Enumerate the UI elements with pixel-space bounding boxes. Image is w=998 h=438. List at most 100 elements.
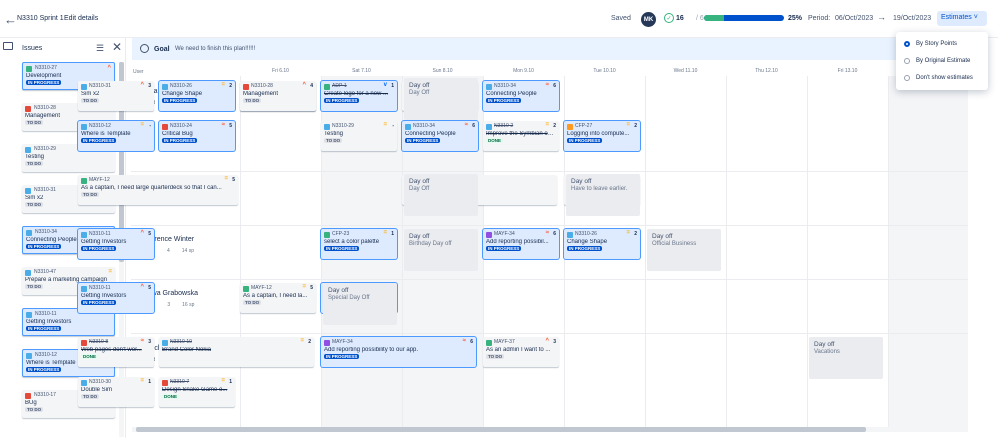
issue-key: N3310-30: [89, 379, 111, 385]
issue-key: N3310-26: [170, 83, 192, 89]
period-end[interactable]: 19/Oct/2023: [893, 15, 932, 22]
issue-summary: Design Snake Game o...: [162, 387, 228, 393]
issue-summary: Double Sim: [81, 387, 113, 393]
task-icon: [81, 84, 87, 90]
progress-bar: [704, 15, 784, 21]
day-off-block[interactable]: Day off Vacations: [809, 337, 883, 379]
grid-issue-card[interactable]: N3310-31 ^ 3 Sim x2 TO DO: [78, 81, 154, 111]
story-points: 2: [229, 83, 232, 89]
status-badge: TO DO: [243, 300, 262, 305]
grid-issue-card[interactable]: MAYF-34 ≈ 6 Add reporting possibil... IN…: [483, 229, 559, 259]
radio-button[interactable]: [904, 41, 910, 47]
priority-medium-icon: =: [383, 122, 387, 128]
issue-key: N3310-7: [170, 379, 190, 385]
chevron-down-icon: ˅: [973, 14, 978, 21]
estimate-option[interactable]: Don't show estimates: [902, 70, 982, 87]
day-off-block[interactable]: Day off Have to leave earlier.: [566, 174, 640, 216]
priority-medium-icon: =: [545, 122, 549, 128]
estimates-button[interactable]: Estimates ˅: [937, 11, 987, 26]
grid-issue-card[interactable]: N3310-7 = 1 Design Snake Game o... DONE: [159, 377, 235, 407]
user-name: Ewa Grabowska: [147, 290, 198, 297]
goal-text[interactable]: We need to finish this plan!!!!!!: [175, 46, 256, 52]
panel-toggle-icon[interactable]: [3, 42, 13, 50]
edit-details-link[interactable]: Edit details: [64, 15, 99, 22]
issue-key: CFP-23: [332, 231, 350, 237]
issue-key: N3310-31: [34, 187, 56, 193]
estimate-option-label: By Story Points: [916, 41, 958, 47]
status-badge: IN PROGRESS: [81, 300, 117, 305]
horizontal-scrollbar-thumb[interactable]: [136, 427, 866, 432]
close-icon[interactable]: ✕: [112, 40, 123, 54]
grid-issue-card[interactable]: N3310-34 ≈ 6 Connecting People IN PROGRE…: [483, 81, 559, 111]
issue-summary: As an admin I want to ...: [486, 347, 551, 353]
story-points: 2: [634, 123, 637, 129]
status-badge: TO DO: [81, 394, 100, 399]
grid-issue-card[interactable]: N3310-10 = 2 Brand Color Nokia: [159, 337, 314, 367]
grid-issue-card[interactable]: N3310-28 ^ 4 Management TO DO: [240, 81, 316, 111]
estimate-option[interactable]: By Story Points: [902, 36, 982, 53]
arrow-left-icon[interactable]: ←: [4, 12, 17, 27]
grid-issue-card[interactable]: MAYF-12 = 5 As a captain, I need la... T…: [240, 283, 316, 313]
grid-issue-card[interactable]: N3310-8 ≈ 3 Web pages don't wor... DONE: [78, 337, 154, 367]
bug-icon: [243, 84, 249, 90]
story-points: 6: [553, 83, 556, 89]
grid-issue-card[interactable]: CFP-27 = 2 Logging into compute... IN PR…: [564, 121, 640, 151]
issues-scrollbar-thumb[interactable]: [119, 62, 124, 262]
user-story-points: 14 sp: [181, 248, 194, 254]
story-points: 2: [553, 123, 556, 129]
grid-issue-card[interactable]: N3310-12 = - Where is Template IN PROGRE…: [78, 121, 154, 151]
grid-issue-card[interactable]: CFP-23 = 1 select a color palette IN PRO…: [321, 229, 397, 259]
issue-key: N3310-34: [35, 229, 57, 235]
radio-button[interactable]: [904, 58, 910, 64]
grid-issue-card[interactable]: N3310-2 = 2 Improve the Symbian operatin…: [483, 121, 559, 151]
issue-key: N3310-29: [332, 123, 354, 129]
story-points: -: [392, 123, 394, 129]
user-stats: 12d316 sp: [147, 302, 206, 308]
grid-issue-card[interactable]: MAYF-34 ≈ 6 Add reporting possibility to…: [321, 337, 476, 367]
day-header: Sun 8.10: [432, 68, 453, 74]
grid-issue-card[interactable]: ADP-1 v 1 Create logo for a new ... IN P…: [321, 81, 397, 111]
avatar[interactable]: MK: [641, 12, 656, 27]
priority-medium-icon: =: [221, 82, 225, 88]
grid-issue-card[interactable]: N3310-30 = 1 Double Sim TO DO: [78, 377, 154, 407]
row-divider: [131, 279, 968, 280]
priority-highest-icon: ≈: [140, 338, 144, 344]
status-badge: DONE: [486, 138, 504, 143]
issue-key: MAYF-12: [251, 285, 272, 291]
grid-issue-card[interactable]: N3310-29 = - Testing TO DO: [321, 121, 397, 151]
issue-key: ADP-1: [332, 83, 347, 89]
filter-icon[interactable]: ☰: [96, 43, 105, 53]
grid-issue-card[interactable]: N3310-11 ^ 5 Getting Investors IN PROGRE…: [78, 283, 154, 313]
sprint-title: N3310 Sprint 1: [17, 15, 64, 22]
priority-medium-icon: =: [302, 284, 306, 290]
grid-issue-card[interactable]: N3310-34 ≈ 6 Connecting People IN PROGRE…: [402, 121, 478, 151]
grid-issue-card[interactable]: N3310-26 = 2 Change Shape IN PROGRESS: [159, 81, 235, 111]
issue-summary: Sim x2: [25, 195, 44, 201]
issue-key: N3310-31: [89, 83, 111, 89]
status-badge: IN PROGRESS: [324, 354, 360, 359]
radio-button[interactable]: [904, 75, 910, 81]
day-off-block[interactable]: Day off Official Business: [647, 229, 721, 271]
issue-key: N3310-34: [413, 123, 435, 129]
grid-issue-card[interactable]: N3310-24 ≈ 5 Critical Bug IN PROGRESS: [159, 121, 235, 151]
grid-issue-card[interactable]: MAYF-37 ^ 3 As an admin I want to ... TO…: [483, 337, 559, 367]
priority-high-icon: ^: [107, 311, 111, 317]
day-off-description: Day Off: [409, 90, 430, 96]
estimate-option[interactable]: By Original Estimate: [902, 53, 982, 70]
day-off-description: Birthday Day off: [409, 241, 452, 247]
grid-issue-card[interactable]: N3310-11 ^ 5 Getting Investors IN PROGRE…: [78, 229, 154, 259]
estimate-option-label: By Original Estimate: [916, 58, 971, 64]
grid-issue-card[interactable]: N3310-26 = 2 Change Shape IN PROGRESS: [564, 229, 640, 259]
story-icon: [324, 232, 330, 238]
day-off-block[interactable]: Day off Birthday Day off: [404, 229, 478, 271]
day-off-block[interactable]: Day off Day Off: [404, 174, 478, 216]
goal-label: Goal: [154, 46, 170, 53]
day-off-block[interactable]: Day off Day Off: [404, 78, 478, 120]
period-start[interactable]: 06/Oct/2023: [835, 15, 874, 22]
priority-medium-icon: =: [140, 378, 144, 384]
status-badge: IN PROGRESS: [26, 80, 62, 85]
task-icon: [162, 340, 168, 346]
day-off-block[interactable]: Day off Special Day Off: [323, 283, 397, 325]
grid-issue-card[interactable]: MAYF-12 = 5 As a captain, I need large q…: [78, 175, 238, 205]
status-badge: IN PROGRESS: [81, 246, 117, 251]
